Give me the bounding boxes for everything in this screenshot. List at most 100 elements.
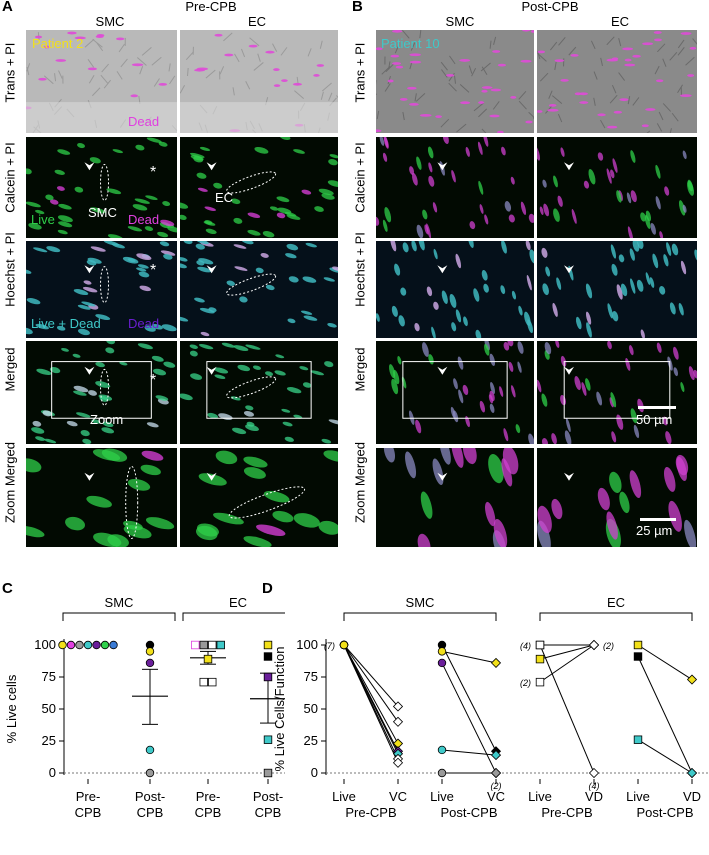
chart-d-series-line [637,656,693,774]
chart-d-point [686,674,698,685]
asterisk-merged: * [150,372,157,389]
overlay-dead-hoechst: Dead [128,316,160,331]
scale-text-50: 50 µm [636,412,673,427]
micrograph-zoom-b-ec [537,448,697,547]
row-label-b-trans: Trans + PI [352,42,368,103]
chart-c-point [216,640,225,650]
chart-d-series-line [441,644,497,752]
chart-d-point [490,657,502,668]
row-label-a-merged: Merged [2,347,18,392]
micrograph-calcein-b-ec [537,137,697,238]
overlay-ec-label: EC [215,190,234,205]
chart-c-point [208,677,217,687]
scale-text-25: 25 µm [636,523,673,538]
chart-d-point [633,640,643,650]
chart-c-point [83,640,93,650]
micrograph-calcein-a-ec [180,137,338,238]
chart-c-y-tick-label: 75 [42,669,56,684]
chart-d-series-line [637,739,693,774]
chart-d-group-label: SMC [406,595,435,610]
chart-d-x-label: Live [528,789,552,804]
chart-d-count-label: (2) [520,678,531,688]
chart-d-group-bracket [343,612,497,621]
overlay-live: Live [31,212,55,227]
chart-d-y-tick-label: 25 [304,733,318,748]
chart-c-point [208,640,217,650]
chart-c-point [75,640,84,650]
chart-d-x-label: VC [389,789,407,804]
chart-d-point [588,767,600,779]
chart-c-point [66,640,76,650]
micrograph-trans-b-smc [376,30,534,133]
chart-d-series-line [343,644,399,707]
chart-d-x-label: VC [487,789,505,804]
chart-d-point [392,757,404,768]
chart-d-x-label: Live [626,789,650,804]
chart-d-series-line [441,650,497,664]
chart-d-point [535,640,545,650]
micrograph-calcein-a-smc [26,137,177,238]
chart-d-point [490,767,502,779]
chart-d-series-line [539,644,595,660]
overlay-zoom-label: Zoom [90,412,124,427]
micrograph-merged-a-ec [180,341,338,444]
overlay-patient-10: Patient 10 [381,36,440,51]
chart-d-y-tick-label: 50 [304,701,318,716]
row-label-a-zoom: Zoom Merged [2,442,18,523]
chart-d-subgroup-label: Pre-CPB [345,805,396,820]
chart-c-x-label: CPB [255,805,282,820]
micrograph-hoechst-b-ec [537,241,697,338]
panel-a-col-smc: SMC [95,14,125,29]
panel-a-title: Pre-CPB [185,0,237,14]
chart-d-x-label: VD [683,789,701,804]
panel-letter-d: D [262,580,273,597]
chart-c-y-label: % Live cells [4,674,19,743]
chart-c-x-label: Post- [135,789,165,804]
chart-c-x-label: CPB [75,805,102,820]
chart-c-point [199,677,208,687]
chart-c-group-label: EC [229,595,247,610]
chart-d-y-tick-label: 75 [304,669,318,684]
chart-d-series-line [343,644,399,744]
chart-d-point [633,735,643,744]
chart-d-x-label: Live [430,789,454,804]
micrograph-trans-a-ec [180,30,338,133]
chart-c-point [263,768,273,778]
chart-c-x-label: Pre- [76,789,101,804]
chart-c-x-label: Pre- [196,789,221,804]
micrograph-hoechst-a-ec [180,241,338,338]
chart-d-x-label: VD [585,789,603,804]
row-label-a-trans: Trans + PI [2,42,18,103]
chart-d-count-label: (2) [491,781,502,791]
chart-c-point [145,745,155,755]
chart-d-series-line [441,662,497,774]
chart-d-group-label: EC [607,595,625,610]
chart-c-group-bracket [62,612,176,621]
chart-d-subgroup-label: Post-CPB [636,805,693,820]
chart-c-point [145,768,155,778]
chart-d-y-label: % Live Cells/Function [272,647,287,772]
chart-c-x-label: CPB [195,805,222,820]
panel-b-col-ec: EC [610,14,630,29]
chart-d-point [633,652,643,661]
overlay-patient-2: Patient 2 [32,36,84,51]
row-label-b-zoom: Zoom Merged [352,442,368,523]
chart-c-point [92,640,101,650]
chart-d-y-tick-label: 100 [296,637,318,652]
scale-bar-50 [638,406,676,409]
chart-d-point [437,647,447,656]
chart-d-point [686,767,698,779]
micrograph-zoom-a-ec [180,448,338,547]
chart-d-point [437,745,447,755]
chart-d-point [392,716,404,727]
overlay-dead-trans: Dead [128,114,160,129]
chart-c-point [263,652,273,661]
panel-b-title: Post-CPB [521,0,579,14]
chart-c-point [263,672,273,682]
chart-c-point [145,658,155,668]
chart-d-point [437,658,447,668]
chart-c-point [191,640,200,650]
chart-d-subgroup-label: Post-CPB [440,805,497,820]
panel-letter-c: C [2,580,13,597]
